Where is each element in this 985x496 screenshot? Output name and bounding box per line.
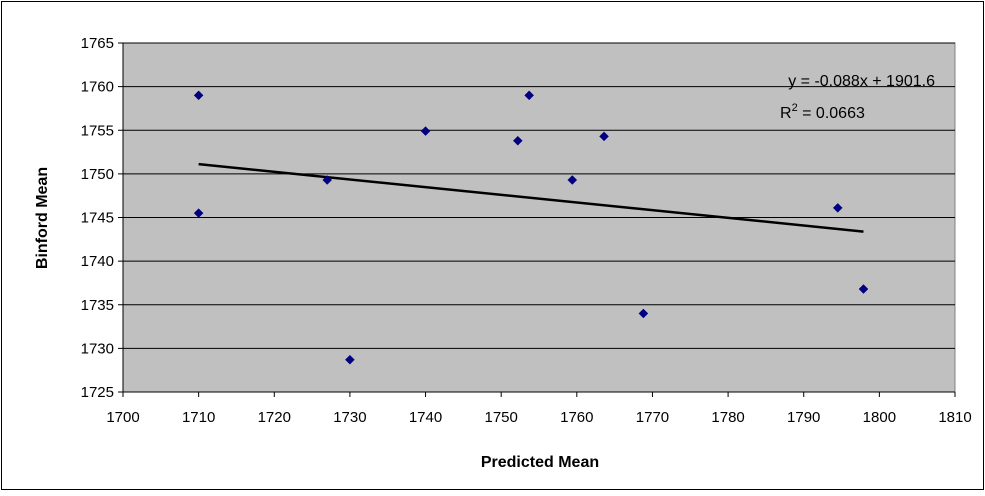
data-point-0-11 [858, 284, 869, 294]
x-axis-title: Predicted Mean [481, 454, 599, 471]
r-squared-value: = 0.0663 [798, 105, 865, 122]
y-tick-label-1740: 1740 [81, 253, 114, 270]
data-point-0-6 [524, 90, 535, 101]
x-tick-label-1770: 1770 [636, 409, 669, 426]
x-tick-label-1720: 1720 [258, 409, 291, 426]
data-point-0-2 [322, 175, 333, 185]
gridlines [123, 42, 955, 349]
y-axis-title: Binford Mean [34, 167, 51, 269]
x-tick-label-1710: 1710 [182, 409, 215, 426]
x-tick-label-1790: 1790 [787, 409, 820, 426]
r-squared-symbol: R [780, 105, 792, 122]
trendline [198, 162, 864, 233]
trendline-equation: y = -0.088x + 1901.6 [788, 73, 935, 90]
tick-labels: 1725 1730 1735 1740 1745 1750 1755 1760 1765 1700… [81, 35, 972, 426]
data-point-0-7 [567, 175, 578, 185]
data-points [193, 90, 869, 365]
x-tick-label-1740: 1740 [409, 409, 442, 426]
y-tick-label-1725: 1725 [81, 384, 114, 401]
y-tick-label-1755: 1755 [81, 122, 114, 139]
x-tick-label-1800: 1800 [863, 409, 896, 426]
y-tick-label-1750: 1750 [81, 166, 114, 183]
x-tick-label-1760: 1760 [560, 409, 593, 426]
data-point-0-4 [420, 126, 431, 136]
r-squared-superscript: 2 [792, 102, 798, 114]
y-tick-label-1745: 1745 [81, 210, 114, 227]
data-point-0-8 [599, 131, 609, 142]
data-point-0-3 [345, 354, 355, 365]
x-tick-label-1730: 1730 [333, 409, 366, 426]
x-tick-label-1750: 1750 [484, 409, 517, 426]
x-tick-label-1700: 1700 [106, 409, 139, 426]
y-tick-label-1760: 1760 [81, 79, 114, 96]
r-squared-label: R2 = 0.0663 [780, 102, 865, 122]
y-tick-label-1765: 1765 [81, 35, 114, 52]
x-tick-label-1780: 1780 [711, 409, 744, 426]
x-tick-label-1810: 1810 [938, 409, 971, 426]
y-tick-label-1730: 1730 [81, 340, 114, 357]
data-point-0-0 [193, 90, 204, 101]
data-point-0-1 [193, 208, 204, 218]
data-point-0-9 [638, 308, 649, 319]
data-point-0-10 [832, 203, 843, 213]
axes [118, 42, 956, 397]
y-tick-label-1735: 1735 [81, 297, 114, 314]
data-point-0-5 [512, 135, 523, 146]
trendline-group [198, 162, 864, 233]
